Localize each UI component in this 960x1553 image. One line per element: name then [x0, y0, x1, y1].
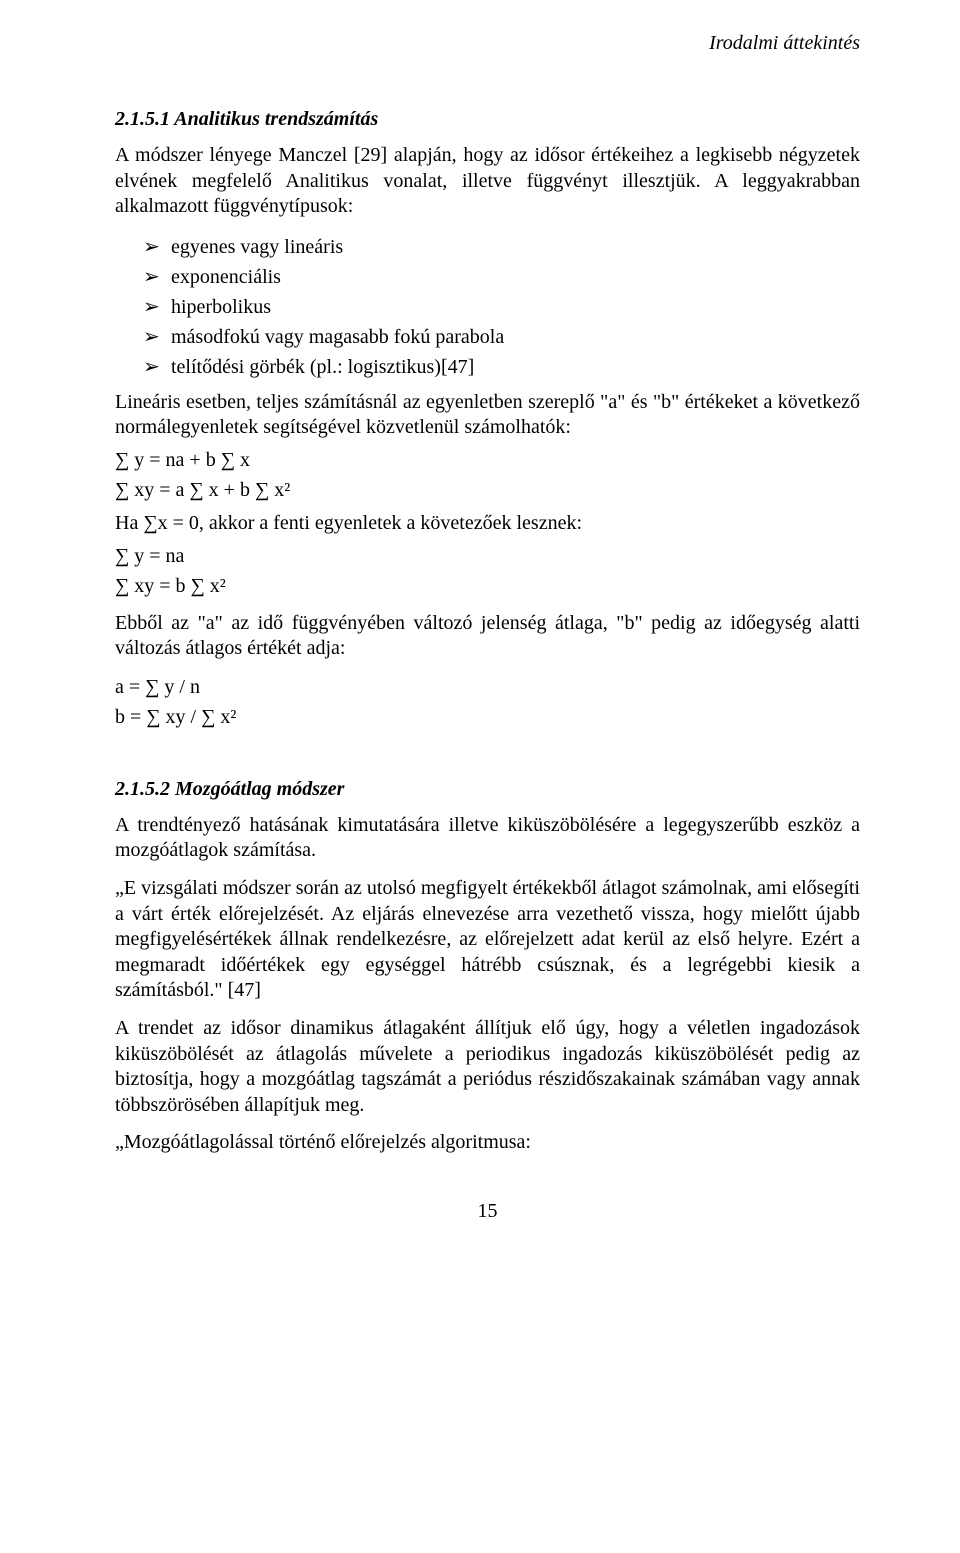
equation: ∑ y = na [115, 543, 860, 569]
equation: ∑ xy = a ∑ x + b ∑ x² [115, 477, 860, 503]
paragraph: Lineáris esetben, teljes számításnál az … [115, 390, 860, 441]
running-head: Irodalmi áttekintés [709, 32, 860, 55]
paragraph: A trendet az idősor dinamikus átlagaként… [115, 1016, 860, 1118]
paragraph: A módszer lényege Manczel [29] alapján, … [115, 143, 860, 220]
list-item: telítődési görbék (pl.: logisztikus)[47] [115, 352, 860, 382]
paragraph: Ha ∑x = 0, akkor a fenti egyenletek a kö… [115, 511, 860, 537]
equation: a = ∑ y / n [115, 674, 860, 700]
section-title-2: 2.1.5.2 Mozgóátlag módszer [115, 778, 860, 801]
equation: ∑ xy = b ∑ x² [115, 573, 860, 599]
paragraph: „Mozgóátlagolással történő előrejelzés a… [115, 1130, 860, 1156]
section-title-1: 2.1.5.1 Analitikus trendszámítás [115, 108, 860, 131]
list-item: hiperbolikus [115, 292, 860, 322]
equation: b = ∑ xy / ∑ x² [115, 704, 860, 730]
list-item: egyenes vagy lineáris [115, 232, 860, 262]
paragraph: „E vizsgálati módszer során az utolsó me… [115, 876, 860, 1004]
bullet-list: egyenes vagy lineáris exponenciális hipe… [115, 232, 860, 382]
section-number-1: 2.1.5.1 [115, 108, 170, 130]
page-number: 15 [115, 1200, 860, 1223]
section-heading-1: Analitikus trendszámítás [174, 108, 378, 130]
section-number-2: 2.1.5.2 [115, 778, 170, 800]
list-item: másodfokú vagy magasabb fokú parabola [115, 322, 860, 352]
section-heading-2: Mozgóátlag módszer [175, 778, 344, 800]
paragraph: A trendtényező hatásának kimutatására il… [115, 813, 860, 864]
page-container: Irodalmi áttekintés 2.1.5.1 Analitikus t… [0, 0, 960, 1263]
list-item: exponenciális [115, 262, 860, 292]
equation: ∑ y = na + b ∑ x [115, 447, 860, 473]
paragraph: Ebből az "a" az idő függvényében változó… [115, 611, 860, 662]
